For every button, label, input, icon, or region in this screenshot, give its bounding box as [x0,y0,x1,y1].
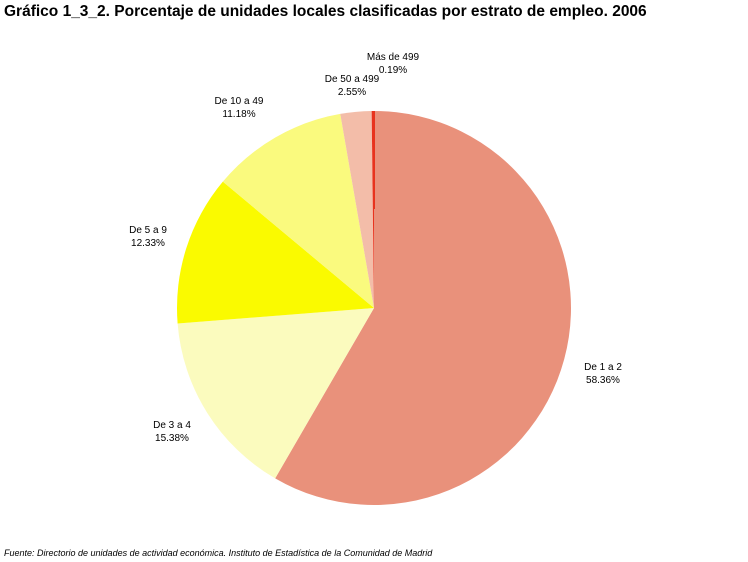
pie-slices [177,110,571,505]
slice-value-6: 0.19% [379,65,407,76]
pie-labels: De 1 a 2 58.36% De 3 a 4 15.38% De 5 a 9 12.3… [129,52,622,444]
slice-value-3: 12.33% [131,238,165,249]
pie-slice-4 [222,113,374,308]
slice-label-1: De 1 a 2 [584,362,622,373]
slice-label-4: De 10 a 49 [215,96,264,107]
pie-slice-3 [177,181,374,324]
slice-value-2: 15.38% [155,433,189,444]
pie-slice-6 [371,110,374,308]
source-note: Fuente: Directorio de unidades de activi… [4,548,433,558]
slice-value-1: 58.36% [586,375,620,386]
slice-label-2: De 3 a 4 [153,420,191,431]
slice-label-3: De 5 a 9 [129,225,167,236]
pie-slice-2 [177,308,374,479]
pie-slice-5 [340,111,374,308]
pie-slice-1 [275,111,571,505]
slice-label-6: Más de 499 [367,52,420,63]
slice-label-5: De 50 a 499 [325,74,380,85]
slice-value-4: 11.18% [222,109,255,120]
slice-value-5: 2.55% [338,87,366,98]
chart-title: Gráfico 1_3_2. Porcentaje de unidades lo… [4,3,647,20]
